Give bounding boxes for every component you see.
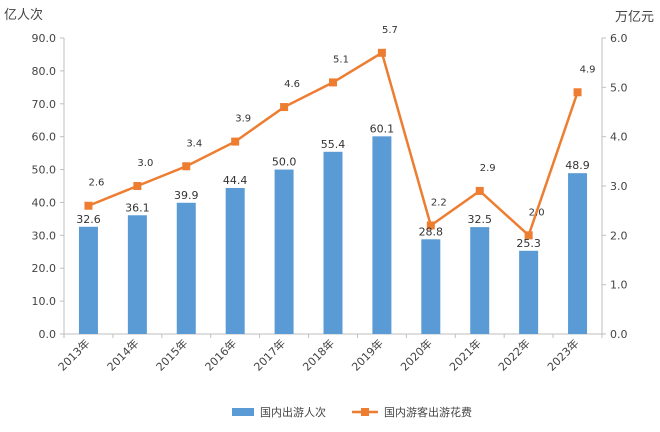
line-marker [377,48,386,57]
bar [176,202,196,334]
bar-data-label: 28.8 [419,225,444,238]
bar [323,151,343,334]
line-data-label: 5.1 [333,54,349,65]
line-marker [280,103,289,112]
line-marker [524,231,533,240]
bar [470,227,490,334]
left-tick-label: 40.0 [32,196,57,209]
x-category-label: 2013年 [55,336,92,373]
right-tick-label: 2.0 [610,229,628,242]
bar-data-label: 32.5 [467,213,492,226]
line-marker [182,162,191,171]
bar [274,169,294,334]
x-category-label: 2019年 [349,336,386,373]
left-tick-label: 70.0 [32,98,57,111]
line-data-label: 2.6 [89,178,105,189]
x-category-label: 2016年 [202,336,239,373]
bar [519,250,539,334]
right-tick-label: 6.0 [610,32,628,45]
bar-data-label: 44.4 [223,174,248,187]
left-tick-label: 10.0 [32,295,57,308]
line-data-label: 3.0 [137,158,153,169]
line-marker [329,78,337,87]
line-data-label: 3.9 [235,114,251,125]
bar [372,136,392,334]
x-category-label: 2021年 [446,336,483,373]
line-data-label: 4.6 [284,79,300,90]
right-tick-label: 1.0 [610,279,628,292]
right-tick-label: 0.0 [610,328,628,341]
bar-data-label: 32.6 [76,213,101,226]
bar-data-label: 60.1 [370,122,395,135]
left-tick-label: 50.0 [32,164,57,177]
line-marker [573,88,582,97]
left-tick-label: 90.0 [32,32,57,45]
bar-data-label: 39.9 [174,189,199,202]
right-tick-label: 3.0 [610,180,628,193]
left-tick-label: 30.0 [32,229,57,242]
line-data-label: 3.4 [186,138,202,149]
legend-label-line: 国内游客出游花费 [384,405,472,419]
bar-data-label: 55.4 [321,138,346,151]
line-data-label: 4.9 [580,64,596,75]
line-marker [133,182,142,190]
left-axis-unit: 亿人次 [4,8,44,23]
right-axis-unit: 万亿元 [614,10,654,25]
bar [127,215,147,334]
bar-data-label: 36.1 [125,201,150,214]
x-category-label: 2022年 [495,336,532,373]
bar-data-label: 48.9 [565,159,590,172]
bar-data-label: 50.0 [272,156,297,169]
bar [568,173,588,334]
x-category-label: 2018年 [300,336,337,373]
left-tick-label: 80.0 [32,65,57,78]
line-marker [231,137,240,146]
x-category-label: 2017年 [251,336,288,373]
line-marker [84,201,93,210]
left-tick-label: 20.0 [32,262,57,275]
line-marker [475,186,484,195]
x-category-label: 2023年 [544,336,581,373]
bar [78,226,98,334]
line-data-label: 5.7 [382,25,398,36]
x-category-label: 2020年 [397,336,434,373]
bar-data-label: 25.3 [516,237,541,250]
left-tick-label: 0.0 [39,328,57,341]
left-tick-label: 60.0 [32,131,57,144]
right-tick-label: 5.0 [610,81,628,94]
bar [225,187,245,334]
legend-label-bars: 国内出游人次 [260,405,326,419]
legend-swatch-bars [232,408,254,416]
line-data-label: 2.2 [431,197,447,208]
x-category-label: 2015年 [153,336,190,373]
line-data-label: 2.9 [480,163,496,174]
line-data-label: 2.0 [529,207,545,218]
line-marker [426,221,435,230]
right-tick-label: 4.0 [610,131,628,144]
legend-swatch-marker [361,408,369,416]
bar [421,239,441,334]
x-category-label: 2014年 [104,336,141,373]
